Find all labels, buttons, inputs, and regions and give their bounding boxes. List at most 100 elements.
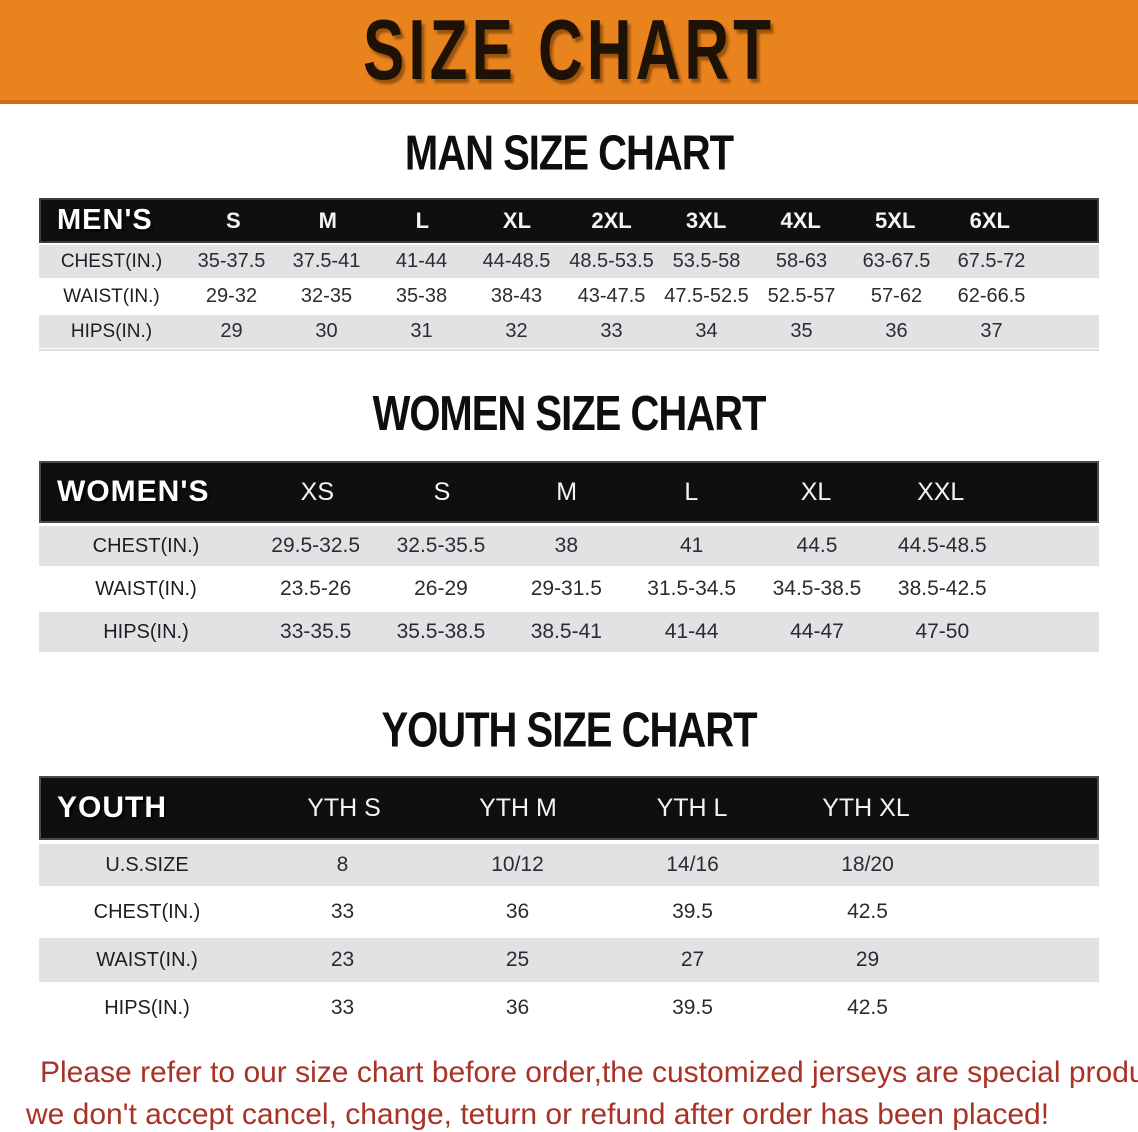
size-value-cell: 32-35 [300, 285, 353, 307]
size-value-cell: 67.5-72 [957, 250, 1026, 272]
women-col-header: XXL [917, 477, 965, 506]
disclaimer-line-2: we don't accept cancel, change, teturn o… [26, 1098, 1050, 1131]
banner-title: SIZE CHART [363, 2, 775, 98]
size-value-cell: 43-47.5 [577, 285, 646, 307]
men-col-header: 4XL [780, 207, 821, 233]
size-value-cell: 31 [410, 320, 433, 342]
size-value-cell: 31.5-34.5 [647, 577, 737, 600]
women-col-header: L [684, 477, 699, 506]
size-value-cell: 18/20 [841, 853, 894, 876]
men-col-header: 3XL [685, 207, 727, 233]
size-value-cell: 44-48.5 [482, 250, 551, 272]
men-col-header: M [318, 207, 337, 233]
size-value-cell: 34 [695, 320, 718, 342]
size-value-cell: 58-63 [775, 250, 828, 272]
size-value-cell: 57-62 [870, 285, 923, 307]
men-chest-row: CHEST(IN.) 35-37.5 37.5-41 41-44 44-48.5… [39, 245, 1099, 278]
women-col-header: M [556, 477, 578, 506]
size-value-cell: 63-67.5 [862, 250, 931, 272]
size-value-cell: 29-31.5 [530, 577, 602, 600]
banner: SIZE CHART [0, 0, 1138, 104]
size-value-cell: 36 [505, 900, 530, 923]
men-col-header: S [225, 207, 241, 233]
row-label: CHEST(IN.) [93, 900, 201, 923]
size-value-cell: 42.5 [847, 900, 888, 923]
men-col-header: 5XL [875, 207, 916, 233]
size-value-cell: 23 [330, 948, 355, 971]
row-label: WAIST(IN.) [96, 948, 198, 971]
size-value-cell: 39.5 [672, 900, 713, 923]
size-value-cell: 62-66.5 [957, 285, 1026, 307]
size-value-cell: 41-44 [395, 250, 448, 272]
size-value-cell: 52.5-57 [767, 285, 836, 307]
row-label: CHEST(IN.) [60, 250, 163, 272]
size-value-cell: 10/12 [491, 853, 544, 876]
size-value-cell: 33 [600, 320, 623, 342]
size-value-cell: 33 [330, 996, 355, 1019]
size-value-cell: 23.5-26 [280, 577, 352, 600]
size-value-cell: 33-35.5 [280, 620, 352, 643]
youth-col-header: YTH M [479, 793, 557, 822]
size-value-cell: 42.5 [847, 996, 888, 1019]
size-value-cell: 53.5-58 [672, 250, 741, 272]
size-value-cell: 47.5-52.5 [664, 285, 749, 307]
size-value-cell: 14/16 [666, 853, 719, 876]
youth-col-header: YTH XL [822, 793, 910, 822]
youth-section-heading: YOUTH SIZE CHART [381, 703, 757, 758]
size-value-cell: 38 [554, 534, 578, 557]
women-col-header: S [433, 477, 451, 506]
size-value-cell: 44.5-48.5 [897, 534, 987, 557]
women-hips-row: HIPS(IN.) 33-35.5 35.5-38.5 38.5-41 41-4… [39, 612, 1099, 652]
men-section-heading: MAN SIZE CHART [404, 126, 734, 181]
women-table-title: WOMEN'S [57, 475, 210, 508]
size-value-cell: 35-37.5 [197, 250, 266, 272]
youth-size-table: YOUTH YTH S YTH M YTH L YTH XL U.S.SIZE … [39, 776, 1099, 1030]
women-waist-row: WAIST(IN.) 23.5-26 26-29 29-31.5 31.5-34… [39, 569, 1099, 609]
size-value-cell: 25 [505, 948, 530, 971]
size-value-cell: 32 [505, 320, 528, 342]
women-section-heading: WOMEN SIZE CHART [372, 387, 767, 441]
youth-col-header: YTH S [307, 793, 381, 822]
size-value-cell: 41 [679, 534, 704, 557]
size-value-cell: 36 [885, 320, 908, 342]
size-value-cell: 29.5-32.5 [271, 534, 361, 557]
size-value-cell: 34.5-38.5 [772, 577, 862, 600]
size-value-cell: 37 [980, 320, 1003, 342]
size-value-cell: 44.5 [796, 534, 838, 557]
men-hips-row: HIPS(IN.) 29 30 31 32 33 34 35 36 37 [39, 315, 1099, 348]
women-chest-row: CHEST(IN.) 29.5-32.5 32.5-35.5 38 41 44.… [39, 526, 1099, 566]
size-value-cell: 29 [220, 320, 243, 342]
youth-col-header: YTH L [656, 793, 728, 822]
row-label: WAIST(IN.) [95, 577, 197, 600]
size-value-cell: 38-43 [490, 285, 543, 307]
size-value-cell: 39.5 [672, 996, 713, 1019]
youth-table-header-row: YOUTH YTH S YTH M YTH L YTH XL [39, 776, 1099, 840]
size-value-cell: 35.5-38.5 [396, 620, 486, 643]
men-col-header: XL [502, 207, 532, 233]
row-label: HIPS(IN.) [104, 996, 190, 1019]
row-label: U.S.SIZE [105, 853, 189, 876]
size-value-cell: 48.5-53.5 [569, 250, 654, 272]
size-value-cell: 35 [790, 320, 813, 342]
size-value-cell: 8 [336, 853, 349, 876]
size-value-cell: 36 [505, 996, 530, 1019]
size-value-cell: 44-47 [790, 620, 844, 643]
disclaimer-line-1: Please refer to our size chart before or… [40, 1056, 1138, 1089]
size-value-cell: 37.5-41 [292, 250, 361, 272]
youth-hips-row: HIPS(IN.) 33 36 39.5 42.5 [39, 986, 1099, 1030]
size-value-cell: 38.5-41 [530, 620, 602, 643]
row-label: CHEST(IN.) [92, 534, 200, 557]
men-waist-row: WAIST(IN.) 29-32 32-35 35-38 38-43 43-47… [39, 280, 1099, 313]
women-col-header: XS [300, 477, 335, 506]
row-label: HIPS(IN.) [103, 620, 189, 643]
youth-table-title: YOUTH [57, 791, 167, 824]
size-value-cell: 35-38 [395, 285, 448, 307]
size-value-cell: 32.5-35.5 [396, 534, 486, 557]
size-value-cell: 30 [315, 320, 338, 342]
women-table-header-row: WOMEN'S XS S M L XL XXL [39, 461, 1099, 523]
youth-chest-row: CHEST(IN.) 33 36 39.5 42.5 [39, 890, 1099, 934]
men-col-header: 6XL [969, 207, 1010, 233]
women-size-table: WOMEN'S XS S M L XL XXL CHEST(IN.) 29.5-… [39, 461, 1099, 652]
size-value-cell: 38.5-42.5 [897, 577, 987, 600]
men-table-title: MEN'S [57, 204, 153, 236]
